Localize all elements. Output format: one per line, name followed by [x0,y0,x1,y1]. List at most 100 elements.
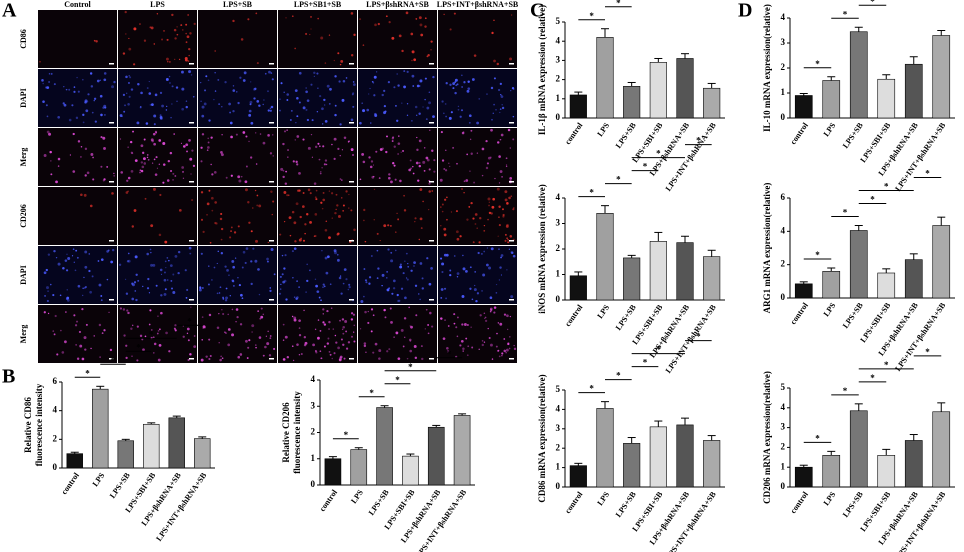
cell [489,310,492,313]
cell [222,296,225,299]
cell [244,180,248,184]
cell [126,309,129,312]
cell [43,154,47,157]
y-tick-label: 2 [781,441,786,451]
cell [328,351,331,353]
cell [440,296,443,299]
cell [500,256,502,259]
cell [488,201,491,203]
cell [146,287,150,290]
cell [213,98,215,101]
cell [403,70,406,73]
cell [320,36,324,40]
cell [156,167,159,169]
cell [440,225,442,227]
cell [171,103,173,105]
cell [237,225,240,228]
cell [288,216,292,220]
cell [325,271,329,275]
cell [360,300,364,304]
cell [499,108,502,110]
cell [110,260,114,264]
significance-label: * [643,162,648,172]
cell [296,135,300,138]
cell [100,113,103,117]
cell [150,224,154,228]
cell [127,176,131,180]
cell [362,44,365,46]
cell [139,169,142,172]
x-tick-label: LPS+SB [614,489,638,518]
cell [123,110,126,113]
micrograph-bg [198,305,277,363]
cell [66,289,68,291]
cell [345,347,349,350]
cell [506,237,508,240]
x-tick-label: LPS+INT+βshRNA+SB [893,300,947,372]
cell [255,132,257,134]
cell [402,272,405,275]
cell [293,316,297,320]
cell [511,251,514,255]
cell [181,107,184,111]
cell [323,323,327,326]
error-bar [827,450,836,456]
cell [461,86,464,88]
cell [398,34,402,38]
micrograph [38,128,117,186]
cell [391,292,394,295]
error-bar [909,434,918,441]
cell [459,235,462,238]
cell [343,136,347,139]
cell [314,196,317,199]
error-bar [458,413,467,416]
cell [168,75,171,78]
cell [365,281,368,284]
cell [294,139,296,141]
error-bar [827,267,836,272]
cell [77,284,81,288]
cell [509,147,511,149]
cell [153,43,156,45]
cell [230,226,233,229]
cell [364,279,368,282]
cell [157,358,161,362]
cell [471,346,474,349]
cell [207,79,210,82]
cell [379,239,381,242]
cell [163,278,167,282]
cell [414,356,418,360]
cell [245,135,248,138]
cell [84,147,88,151]
bar [623,86,641,119]
cell [81,294,84,297]
micrograph-bg [38,246,117,304]
cell [151,162,154,164]
cell [363,344,367,348]
micrograph [38,10,117,68]
cell [390,320,393,324]
cell [306,118,310,122]
cell [396,73,398,75]
cell [256,62,259,65]
cell [325,220,328,223]
cell [390,180,393,184]
cell [155,156,158,159]
cell [150,251,152,254]
cell [505,224,509,228]
y-axis-label: IL-10 mRNA expression(relative) [762,4,772,132]
cell [337,52,340,55]
scale-bar [509,122,514,124]
bar [453,415,471,486]
cell [390,225,392,227]
cell [153,142,156,146]
cell [495,109,497,111]
bar [822,271,841,299]
cell [488,211,492,215]
cell [471,298,474,301]
cell [103,329,106,332]
cell [201,338,204,341]
cell [95,40,98,43]
cell [71,104,74,107]
